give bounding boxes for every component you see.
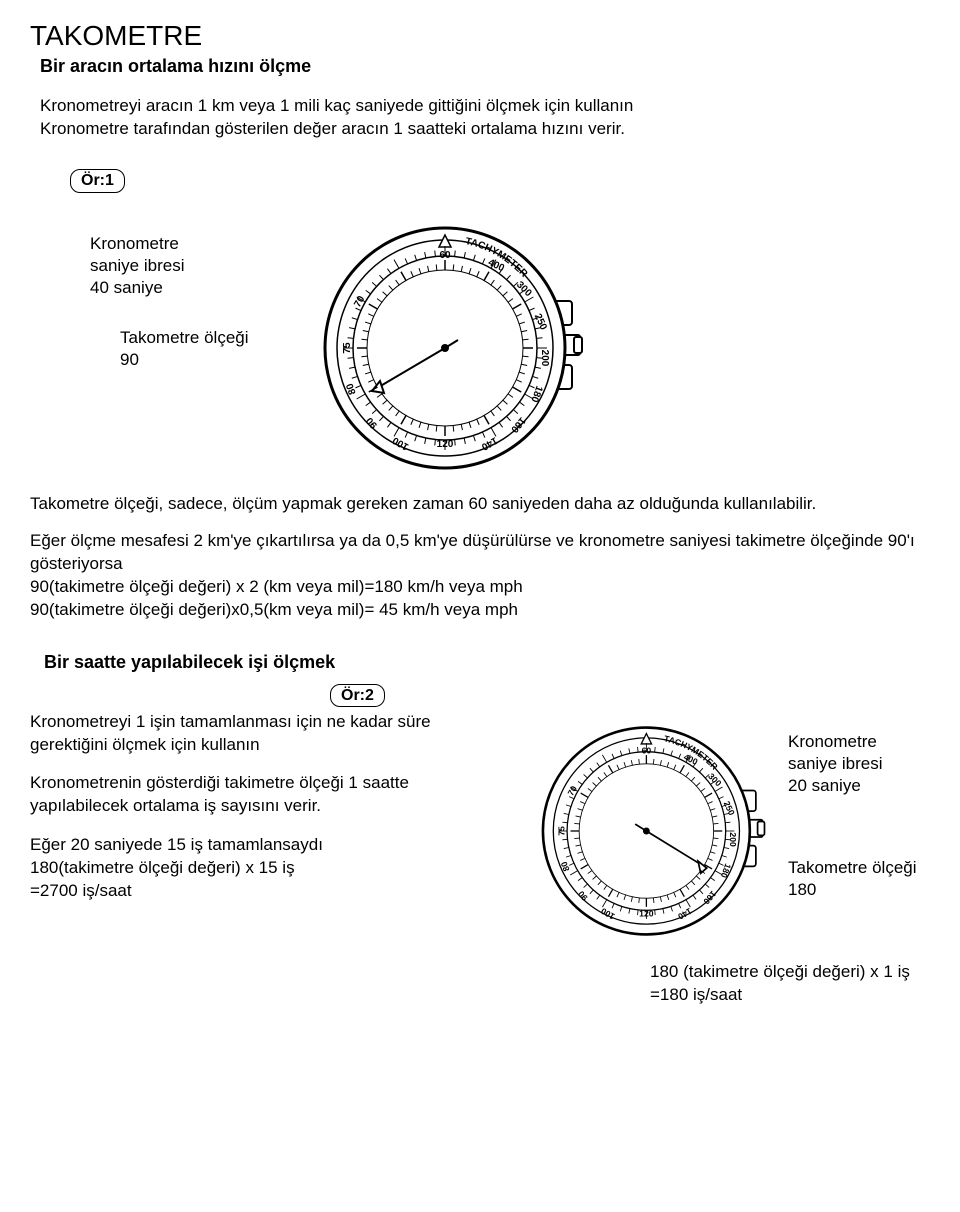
example-1-label: Ör:1 (70, 169, 125, 193)
ex2-right-label-2: Takometre ölçeği 180 (788, 857, 917, 901)
ex2-right-label-1: Kronometre saniye ibresi 20 saniye (788, 731, 917, 797)
ex2-left-p3: Eğer 20 saniyede 15 iş tamamlansaydı 180… (30, 834, 510, 903)
ex1-hand-label: Kronometre saniye ibresi 40 saniye (90, 233, 310, 299)
watch-diagram-1: 60 400 300 250 200 180 160 140 120 100 9… (310, 213, 600, 483)
ex2-calc: 180 (takimetre ölçeği değeri) x 1 iş =18… (650, 961, 930, 1007)
intro-block: Kronometreyi aracın 1 km veya 1 mili kaç… (40, 95, 930, 141)
intro-line-2: Kronometre tarafından gösterilen değer a… (40, 118, 930, 141)
example-1: Ör:1 Kronometre saniye ibresi 40 saniye … (30, 169, 930, 483)
ex2-left-p2: Kronometrenin gösterdiği takimetre ölçeğ… (30, 772, 510, 818)
example-2-label: Ör:2 (330, 684, 385, 707)
ex2-left-p1: Kronometreyi 1 işin tamamlanması için ne… (30, 711, 510, 757)
section-2-subtitle: Bir saatte yapılabilecek işi ölçmek (44, 652, 930, 673)
body-paragraph-1: Takometre ölçeği, sadece, ölçüm yapmak g… (30, 493, 930, 516)
watch-diagram-2: 60 400 300 250 200 180 160 140 120 100 9… (530, 711, 780, 951)
example-2: Kronometreyi 1 işin tamamlanması için ne… (30, 711, 930, 1007)
body-paragraph-2: Eğer ölçme mesafesi 2 km'ye çıkartılırsa… (30, 530, 930, 622)
page-title: TAKOMETRE (30, 20, 930, 52)
ex1-scale-label: Takometre ölçeği 90 (120, 327, 310, 371)
section-subtitle: Bir aracın ortalama hızını ölçme (40, 56, 930, 77)
intro-line-1: Kronometreyi aracın 1 km veya 1 mili kaç… (40, 95, 930, 118)
